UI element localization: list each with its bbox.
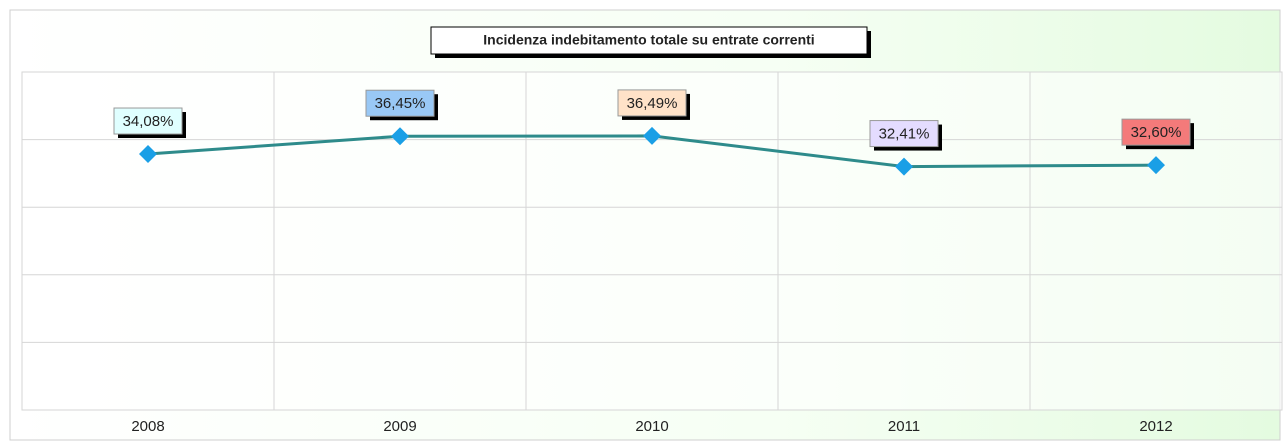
data-label: 36,49% bbox=[627, 95, 678, 112]
data-label: 32,60% bbox=[1131, 124, 1182, 141]
marker bbox=[1147, 156, 1165, 175]
chart-title: Incidenza indebitamento totale su entrat… bbox=[483, 32, 814, 48]
x-tick-label: 2012 bbox=[1139, 418, 1172, 435]
marker bbox=[391, 127, 409, 146]
marker bbox=[139, 145, 157, 164]
x-tick-label: 2009 bbox=[383, 418, 416, 435]
plot-area bbox=[21, 71, 1283, 411]
data-label: 32,41% bbox=[879, 126, 930, 143]
label-box bbox=[617, 89, 687, 117]
label-box bbox=[869, 120, 939, 148]
label-box bbox=[365, 89, 435, 117]
x-tick-label: 2011 bbox=[888, 418, 920, 435]
label-box bbox=[113, 107, 183, 135]
title-box bbox=[430, 26, 868, 55]
marker bbox=[895, 157, 913, 176]
data-label: 34,08% bbox=[123, 113, 174, 130]
x-tick-label: 2008 bbox=[131, 418, 164, 435]
marker bbox=[643, 126, 661, 145]
x-tick-label: 2010 bbox=[635, 418, 668, 435]
label-box bbox=[1121, 118, 1191, 146]
data-label: 36,45% bbox=[375, 95, 426, 112]
